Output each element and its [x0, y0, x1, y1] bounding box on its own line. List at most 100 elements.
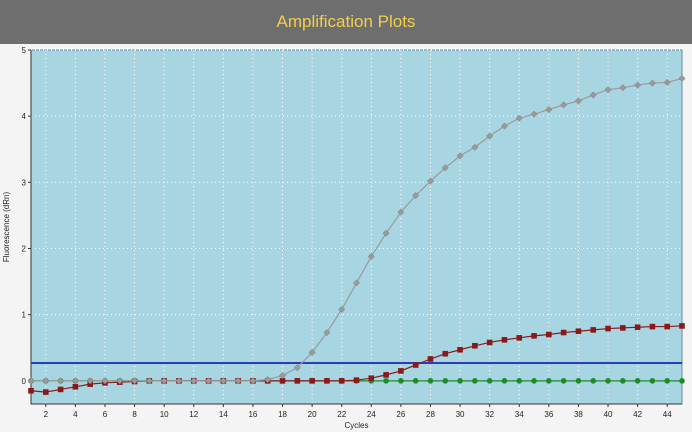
data-point	[649, 378, 656, 384]
data-point	[219, 377, 227, 385]
data-point	[472, 342, 478, 349]
data-point	[649, 323, 656, 330]
data-point	[27, 377, 35, 385]
data-point	[398, 368, 404, 374]
data-point	[664, 323, 671, 330]
x-tick-label: 22	[337, 410, 346, 419]
data-point	[294, 378, 301, 384]
data-point	[131, 377, 139, 385]
data-point	[515, 114, 523, 122]
data-point	[590, 378, 597, 384]
y-tick-label: 0	[22, 377, 27, 386]
data-point	[101, 377, 109, 385]
data-point	[679, 378, 685, 384]
data-point	[72, 383, 79, 390]
x-tick-label: 16	[248, 410, 257, 419]
data-point	[663, 78, 671, 86]
data-point	[530, 110, 538, 118]
x-tick-label: 44	[663, 410, 672, 419]
data-point	[412, 362, 419, 368]
data-point	[234, 377, 242, 385]
data-point	[338, 378, 345, 384]
data-point	[605, 378, 611, 384]
x-tick-label: 32	[485, 410, 494, 419]
x-tick-label: 24	[367, 410, 376, 419]
data-point	[679, 323, 685, 329]
data-point	[516, 335, 523, 341]
data-point	[353, 377, 360, 383]
data-point	[531, 333, 537, 339]
data-point	[501, 378, 508, 384]
x-tick-label: 34	[515, 410, 524, 419]
data-point	[604, 86, 612, 94]
data-point	[678, 74, 686, 83]
data-point	[634, 324, 641, 331]
data-point	[338, 305, 346, 313]
data-point	[412, 192, 420, 200]
data-point	[71, 377, 79, 385]
data-point	[501, 337, 508, 343]
data-point	[634, 378, 641, 384]
data-point	[620, 325, 626, 331]
data-point	[175, 377, 183, 385]
x-tick-label: 18	[278, 410, 287, 419]
y-tick-label: 5	[22, 46, 27, 55]
x-tick-label: 36	[544, 410, 553, 419]
data-point	[605, 325, 611, 332]
data-point	[545, 105, 553, 114]
data-point	[442, 350, 449, 357]
x-tick-label: 30	[456, 410, 465, 419]
y-tick-label: 2	[22, 245, 27, 254]
data-point	[160, 377, 168, 385]
data-point	[486, 339, 493, 346]
data-point	[278, 371, 287, 380]
x-tick-label: 28	[426, 410, 435, 419]
data-point	[190, 377, 198, 385]
data-point	[426, 177, 435, 185]
data-point	[456, 152, 464, 160]
y-tick-label: 1	[22, 311, 27, 320]
data-point	[279, 378, 286, 384]
data-point	[664, 378, 671, 384]
data-point	[116, 377, 124, 385]
x-tick-label: 40	[604, 410, 613, 419]
data-point	[516, 378, 523, 384]
data-point	[546, 378, 552, 384]
data-point	[457, 378, 463, 384]
data-point	[427, 356, 434, 362]
data-point	[648, 79, 656, 87]
data-point	[412, 378, 419, 384]
data-point	[589, 91, 597, 99]
x-tick-label: 6	[103, 410, 108, 419]
data-point	[383, 378, 389, 384]
data-point	[42, 377, 50, 385]
y-axis-title: Fluorescence (dRn)	[2, 192, 11, 263]
data-point	[57, 377, 65, 385]
data-point	[457, 346, 463, 353]
data-point	[560, 101, 568, 109]
data-point	[575, 328, 582, 335]
data-point	[42, 389, 49, 395]
data-point	[398, 378, 404, 384]
plot-area	[30, 49, 683, 405]
x-axis-title: Cycles	[344, 421, 368, 430]
data-point	[309, 378, 315, 384]
data-point	[620, 378, 626, 384]
data-point	[293, 364, 301, 372]
x-tick-label: 4	[73, 410, 78, 419]
data-point	[634, 81, 642, 89]
data-point	[86, 377, 94, 385]
data-point	[324, 378, 330, 384]
data-point	[442, 378, 449, 384]
data-point	[531, 378, 537, 384]
data-point	[471, 143, 479, 151]
data-point	[397, 208, 405, 216]
data-point	[560, 329, 567, 336]
x-tick-label: 2	[44, 410, 49, 419]
x-tick-label: 26	[396, 410, 405, 419]
x-tick-label: 42	[633, 410, 642, 419]
x-tick-label: 8	[132, 410, 137, 419]
data-point	[368, 375, 375, 381]
data-point	[28, 387, 34, 394]
